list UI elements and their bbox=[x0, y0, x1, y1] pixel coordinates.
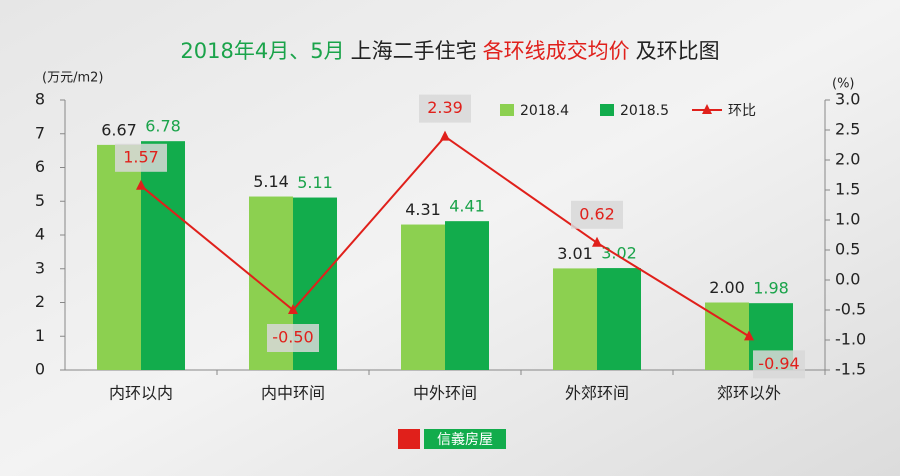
title-part: 及环比图 bbox=[636, 39, 720, 63]
bar-value-label: 3.01 bbox=[557, 244, 593, 263]
x-tick-label: 外郊环间 bbox=[565, 384, 629, 403]
value-label-box bbox=[267, 324, 319, 352]
logo-text: 信義房屋 bbox=[437, 431, 493, 448]
bar bbox=[553, 268, 597, 370]
chart-title: 2018年4月、5月 上海二手住宅 各环线成交均价 及环比图 bbox=[180, 39, 719, 63]
y-tick-label: 8 bbox=[35, 90, 45, 109]
y2-tick-label: 3.0 bbox=[835, 90, 860, 109]
y-tick-label: 2 bbox=[35, 292, 45, 311]
title-part: 各环线成交均价 bbox=[483, 39, 630, 63]
bar-value-label: 5.11 bbox=[297, 173, 333, 192]
line-marker bbox=[288, 304, 298, 314]
x-tick-label: 内环以内 bbox=[109, 384, 173, 403]
bar bbox=[597, 268, 641, 370]
legend-swatch bbox=[600, 104, 614, 116]
legend-marker bbox=[702, 104, 712, 114]
line-value-label: 1.57 bbox=[123, 147, 159, 166]
logo-box bbox=[424, 429, 506, 449]
y2-tick-label: 0.0 bbox=[835, 270, 860, 289]
y2-axis-unit: (%) bbox=[832, 77, 855, 92]
line-marker bbox=[744, 330, 754, 341]
bar-value-label: 2.00 bbox=[709, 278, 745, 297]
y2-tick-label: 1.5 bbox=[835, 180, 860, 199]
line-value-label: -0.94 bbox=[758, 354, 799, 373]
y2-tick-label: 0.5 bbox=[835, 240, 860, 259]
y2-tick-label: 2.5 bbox=[835, 120, 860, 139]
bar bbox=[401, 224, 445, 370]
legend-label: 环比 bbox=[728, 103, 756, 119]
legend-label: 2018.5 bbox=[620, 103, 669, 119]
x-tick-label: 郊环以外 bbox=[717, 384, 781, 403]
y-tick-label: 4 bbox=[35, 225, 45, 244]
title-part: 上海二手住宅 bbox=[351, 39, 477, 63]
y-tick-label: 5 bbox=[35, 191, 45, 210]
x-tick-label: 中外环间 bbox=[413, 384, 477, 403]
bar-value-label: 5.14 bbox=[253, 172, 289, 191]
logo-icon bbox=[398, 429, 420, 449]
value-label-box bbox=[419, 94, 471, 123]
y-tick-label: 3 bbox=[35, 258, 45, 277]
bar bbox=[97, 144, 141, 370]
line-value-label: -0.50 bbox=[272, 328, 313, 347]
bar-value-label: 3.02 bbox=[601, 244, 637, 263]
y2-tick-label: -1.0 bbox=[835, 330, 866, 349]
y-tick-label: 0 bbox=[35, 360, 45, 379]
y2-tick-label: -1.5 bbox=[835, 360, 866, 379]
bar-value-label: 6.78 bbox=[145, 117, 181, 136]
legend-label: 2018.4 bbox=[520, 103, 569, 119]
value-label-box bbox=[571, 200, 623, 229]
y-tick-label: 7 bbox=[35, 123, 45, 142]
bar-value-label: 6.67 bbox=[101, 120, 137, 139]
line-marker bbox=[592, 236, 602, 247]
bar bbox=[141, 141, 185, 370]
line-value-label: 0.62 bbox=[579, 204, 615, 223]
legend-swatch bbox=[500, 104, 514, 116]
line-value-label: 2.39 bbox=[427, 98, 463, 117]
y2-tick-label: 2.0 bbox=[835, 150, 860, 169]
y-axis-unit: (万元/m2) bbox=[42, 71, 103, 86]
title-part: 2018年4月、5月 bbox=[180, 39, 344, 63]
value-label-box bbox=[115, 143, 167, 172]
y-tick-label: 6 bbox=[35, 157, 45, 176]
bar-value-label: 4.31 bbox=[405, 200, 441, 219]
y-tick-label: 1 bbox=[35, 326, 45, 345]
x-tick-label: 内中环间 bbox=[261, 384, 325, 403]
y2-tick-label: 1.0 bbox=[835, 210, 860, 229]
bar-value-label: 1.98 bbox=[753, 279, 789, 298]
y2-tick-label: -0.5 bbox=[835, 300, 866, 319]
bar bbox=[445, 221, 489, 370]
value-label-box bbox=[753, 350, 805, 379]
line-marker bbox=[440, 130, 450, 141]
line-marker bbox=[136, 179, 146, 190]
bar-value-label: 4.41 bbox=[449, 197, 485, 216]
